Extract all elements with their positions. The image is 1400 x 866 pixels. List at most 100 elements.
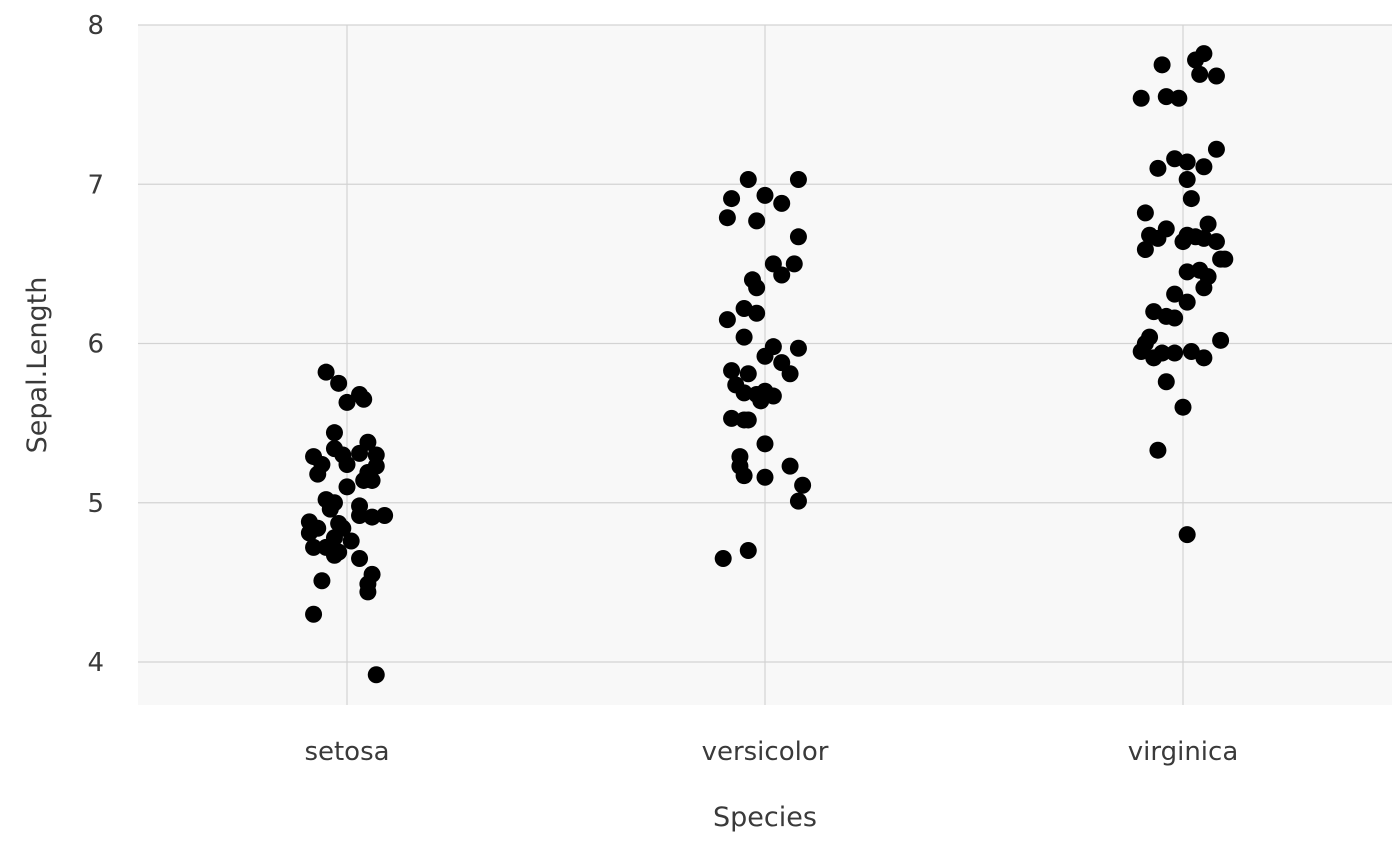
data-point bbox=[1182, 190, 1200, 208]
data-point bbox=[317, 363, 335, 381]
data-point bbox=[1199, 215, 1217, 233]
data-point bbox=[1149, 441, 1167, 459]
data-point bbox=[1207, 233, 1225, 251]
data-point bbox=[1157, 373, 1175, 391]
data-point bbox=[1207, 140, 1225, 158]
y-tick-label: 4 bbox=[87, 648, 104, 678]
data-point bbox=[338, 393, 356, 411]
data-point bbox=[748, 212, 766, 230]
data-point bbox=[718, 209, 736, 227]
data-point bbox=[309, 465, 327, 483]
data-point bbox=[351, 444, 369, 462]
data-point bbox=[748, 304, 766, 322]
x-axis-title: Species bbox=[713, 802, 817, 833]
data-point bbox=[1207, 67, 1225, 85]
data-point bbox=[1187, 51, 1205, 69]
data-point bbox=[1178, 293, 1196, 311]
data-point bbox=[1166, 285, 1184, 303]
x-axis-ticks: setosa versicolor virginica bbox=[304, 737, 1238, 767]
data-point bbox=[1195, 158, 1213, 176]
data-point bbox=[739, 365, 757, 383]
x-tick-label: setosa bbox=[304, 737, 389, 767]
data-point bbox=[1157, 88, 1175, 106]
y-tick-label: 7 bbox=[87, 170, 104, 200]
data-point bbox=[739, 411, 757, 429]
data-point bbox=[1136, 204, 1154, 222]
data-point bbox=[325, 546, 343, 564]
y-axis-title: Sepal.Length bbox=[22, 277, 53, 454]
data-point bbox=[338, 456, 356, 474]
data-point bbox=[1149, 229, 1167, 247]
data-point bbox=[1166, 309, 1184, 327]
data-point bbox=[756, 435, 774, 453]
data-point bbox=[355, 390, 373, 408]
data-point bbox=[748, 279, 766, 297]
data-point bbox=[1178, 263, 1196, 281]
data-point bbox=[1170, 89, 1188, 107]
data-point bbox=[789, 492, 807, 510]
data-point bbox=[756, 186, 774, 204]
data-point bbox=[1178, 526, 1196, 544]
y-tick-label: 5 bbox=[87, 489, 104, 519]
data-point bbox=[756, 468, 774, 486]
data-point bbox=[1136, 241, 1154, 259]
data-point bbox=[359, 583, 377, 601]
data-point bbox=[1182, 342, 1200, 360]
data-point bbox=[305, 605, 323, 623]
data-point bbox=[714, 549, 732, 567]
data-point bbox=[752, 392, 770, 410]
data-point bbox=[739, 170, 757, 188]
data-point bbox=[1166, 344, 1184, 362]
y-axis-ticks: 4 5 6 7 8 bbox=[87, 11, 104, 678]
data-point bbox=[305, 538, 323, 556]
data-point bbox=[1174, 233, 1192, 251]
data-point bbox=[1174, 398, 1192, 416]
data-point bbox=[756, 347, 774, 365]
data-point bbox=[330, 374, 348, 392]
data-point bbox=[338, 478, 356, 496]
data-point bbox=[376, 506, 394, 524]
x-tick-label: versicolor bbox=[702, 737, 829, 767]
data-point bbox=[718, 311, 736, 329]
data-point bbox=[789, 339, 807, 357]
x-tick-label: virginica bbox=[1128, 737, 1239, 767]
data-point bbox=[363, 471, 381, 489]
y-tick-label: 6 bbox=[87, 330, 104, 360]
data-point bbox=[735, 328, 753, 346]
data-point bbox=[785, 255, 803, 273]
data-point bbox=[723, 409, 741, 427]
data-point bbox=[723, 190, 741, 208]
data-point bbox=[739, 542, 757, 560]
data-point bbox=[1145, 349, 1163, 367]
data-point bbox=[723, 362, 741, 380]
data-point bbox=[1149, 159, 1167, 177]
data-point bbox=[1216, 250, 1234, 268]
data-point bbox=[1153, 56, 1171, 74]
data-point bbox=[735, 467, 753, 485]
data-point bbox=[781, 457, 799, 475]
data-point bbox=[794, 476, 812, 494]
data-point bbox=[773, 194, 791, 212]
data-point bbox=[781, 365, 799, 383]
data-point bbox=[1191, 65, 1209, 83]
data-point bbox=[1195, 349, 1213, 367]
y-tick-label: 8 bbox=[87, 11, 104, 41]
data-point bbox=[313, 572, 331, 590]
data-point bbox=[1178, 153, 1196, 171]
data-point bbox=[342, 532, 360, 550]
data-point bbox=[325, 424, 343, 442]
data-point bbox=[1132, 342, 1150, 360]
data-points bbox=[300, 45, 1234, 684]
data-point bbox=[321, 500, 339, 518]
data-point bbox=[1132, 89, 1150, 107]
gridlines bbox=[138, 24, 1392, 705]
data-point bbox=[1178, 170, 1196, 188]
data-point bbox=[789, 170, 807, 188]
data-point bbox=[773, 266, 791, 284]
data-point bbox=[363, 508, 381, 526]
data-point bbox=[367, 666, 385, 684]
data-point bbox=[1195, 279, 1213, 297]
data-point bbox=[300, 524, 318, 542]
data-point bbox=[351, 549, 369, 567]
